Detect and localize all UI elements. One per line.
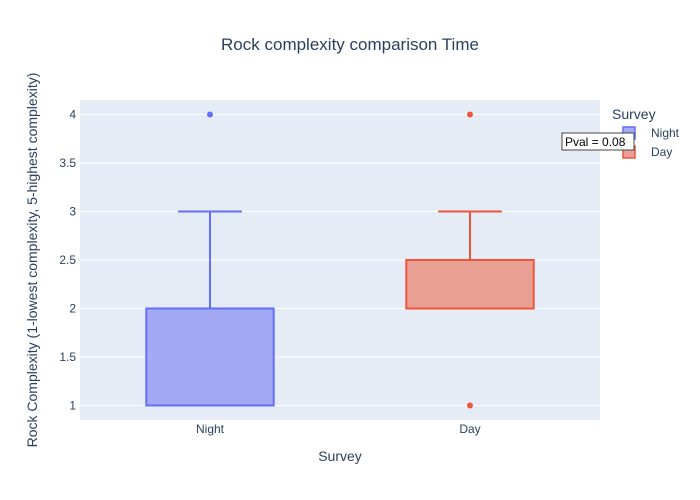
outlier-point: [207, 111, 213, 118]
y-tick-labels: 1 1.5 2 2.5 3 3.5 4: [59, 108, 76, 413]
y-tick-label: 2: [69, 301, 76, 315]
y-tick-label: 3: [69, 205, 76, 219]
outlier-point: [467, 402, 473, 409]
box-night: [145, 111, 275, 407]
legend[interactable]: Survey Night Day: [612, 106, 680, 159]
box-iqr: [145, 307, 275, 407]
x-axis-title: Survey: [318, 448, 362, 464]
chart-title: Rock complexity comparison Time: [221, 35, 479, 54]
annotation-text: Pval = 0.08: [565, 135, 626, 149]
box-day: [405, 111, 535, 409]
legend-title: Survey: [612, 106, 656, 122]
x-tick-label: Day: [459, 422, 480, 436]
legend-label: Day: [651, 145, 672, 159]
legend-label: Night: [651, 126, 680, 140]
y-tick-label: 3.5: [59, 156, 76, 170]
boxes: [145, 111, 535, 409]
y-tick-label: 1: [69, 398, 76, 412]
pval-annotation: Pval = 0.08: [561, 132, 635, 151]
box-iqr: [405, 259, 535, 310]
annotation-box: [561, 132, 635, 151]
y-axis-title: Rock Complexity (1-lowest complexity, 5-…: [24, 73, 40, 448]
x-tick-labels: Night Day: [196, 422, 481, 436]
outlier-point: [467, 111, 473, 118]
y-tick-label: 1.5: [59, 350, 76, 364]
y-tick-label: 4: [69, 108, 76, 122]
x-tick-label: Night: [196, 422, 225, 436]
y-tick-label: 2.5: [59, 253, 76, 267]
